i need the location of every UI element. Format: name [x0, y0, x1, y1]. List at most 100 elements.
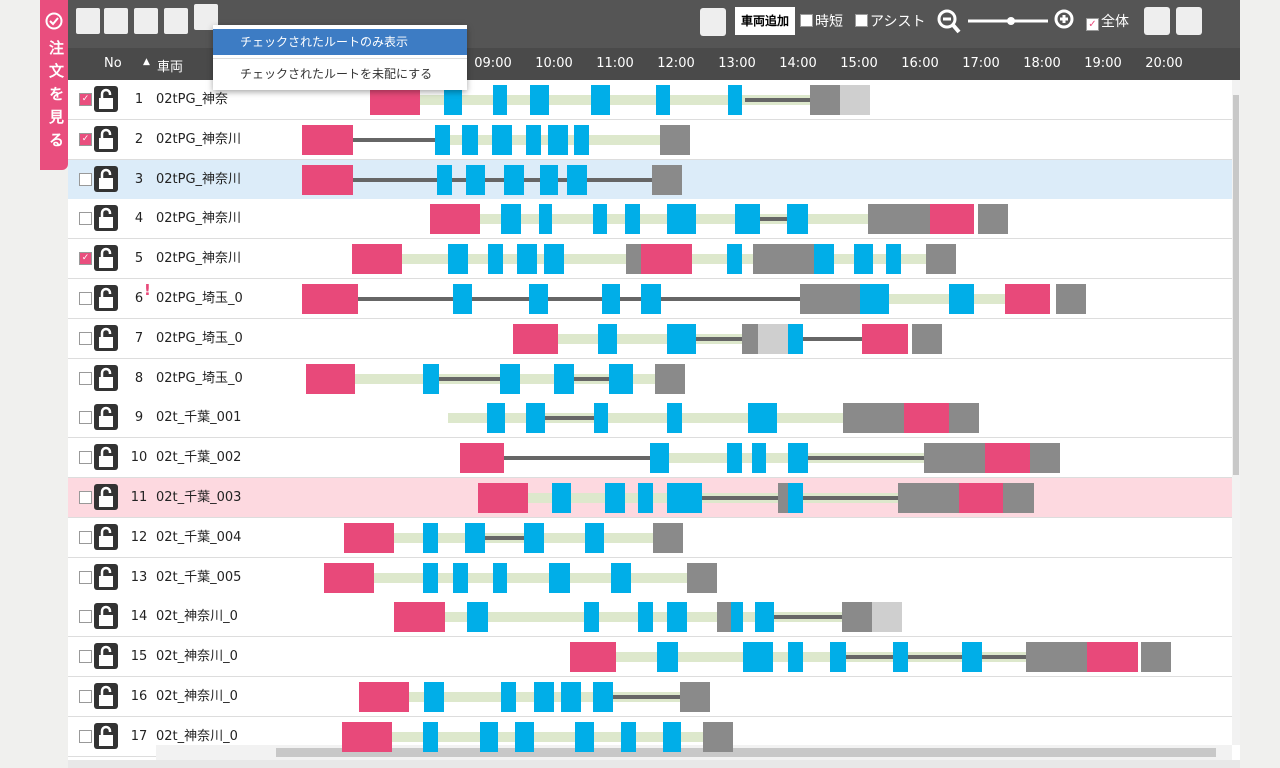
- delivery-block[interactable]: [788, 483, 803, 513]
- lock-icon[interactable]: [94, 563, 118, 594]
- delivery-block[interactable]: [501, 204, 521, 235]
- stop-block[interactable]: [1030, 443, 1060, 474]
- row-checkbox[interactable]: ✓: [79, 93, 92, 106]
- delivery-block[interactable]: [437, 164, 452, 195]
- delivery-block[interactable]: [423, 721, 438, 752]
- lock-icon[interactable]: [94, 165, 118, 196]
- lock-icon[interactable]: [94, 603, 118, 633]
- delivery-block[interactable]: [949, 284, 974, 314]
- row-checkbox[interactable]: [79, 331, 92, 345]
- route-start[interactable]: [352, 244, 402, 275]
- stop-block[interactable]: [753, 244, 814, 275]
- delivery-block[interactable]: [657, 642, 678, 673]
- stop-block[interactable]: [843, 403, 904, 434]
- delivery-block[interactable]: [598, 323, 617, 354]
- stop-block[interactable]: [653, 522, 683, 553]
- route-start[interactable]: [959, 483, 1003, 513]
- lock-icon[interactable]: [94, 444, 118, 474]
- route-start[interactable]: [430, 204, 480, 235]
- settings-button[interactable]: [1144, 7, 1170, 35]
- delivery-block[interactable]: [515, 721, 534, 752]
- route-start[interactable]: [394, 602, 445, 633]
- delivery-block[interactable]: [500, 363, 520, 394]
- v-scrollbar[interactable]: [1232, 80, 1240, 745]
- row-checkbox[interactable]: [79, 451, 92, 465]
- sort-indicator[interactable]: ▲: [143, 57, 150, 67]
- stop-block[interactable]: [1026, 642, 1087, 673]
- view-button[interactable]: [164, 8, 188, 34]
- delivery-block[interactable]: [544, 244, 564, 275]
- stop-block[interactable]: [687, 562, 717, 593]
- route-start[interactable]: [302, 284, 358, 314]
- delivery-block[interactable]: [488, 244, 503, 275]
- delivery-block[interactable]: [593, 204, 607, 235]
- checkbox[interactable]: ✓: [1086, 18, 1099, 31]
- delivery-block[interactable]: [788, 443, 808, 474]
- option[interactable]: アシスト: [855, 12, 925, 32]
- row-checkbox[interactable]: [79, 292, 92, 305]
- view-button[interactable]: [104, 8, 128, 34]
- delivery-block[interactable]: [435, 124, 450, 155]
- h-scrollbar[interactable]: [156, 745, 1232, 760]
- row-checkbox[interactable]: [79, 411, 92, 425]
- delivery-block[interactable]: [787, 204, 808, 235]
- row-checkbox[interactable]: [79, 212, 92, 226]
- delivery-block[interactable]: [605, 483, 625, 513]
- route-start[interactable]: [324, 562, 374, 593]
- lock-icon[interactable]: [94, 125, 118, 156]
- stop-block[interactable]: [898, 483, 959, 513]
- delivery-block[interactable]: [554, 363, 574, 394]
- delivery-block[interactable]: [727, 244, 742, 275]
- delivery-block[interactable]: [465, 522, 485, 553]
- delivery-block[interactable]: [480, 721, 498, 752]
- delivery-block[interactable]: [752, 443, 766, 474]
- stop-block[interactable]: [1003, 483, 1034, 513]
- delivery-block[interactable]: [743, 642, 773, 673]
- delivery-block[interactable]: [755, 602, 774, 633]
- delivery-block[interactable]: [526, 124, 541, 155]
- delivery-block[interactable]: [650, 443, 669, 474]
- route-start[interactable]: [306, 363, 355, 394]
- delivery-block[interactable]: [501, 682, 516, 712]
- lock-icon[interactable]: [94, 364, 118, 395]
- lock-icon[interactable]: [94, 285, 118, 315]
- delivery-block[interactable]: [467, 602, 488, 633]
- lock-icon[interactable]: [94, 643, 118, 673]
- delivery-block[interactable]: [567, 164, 587, 195]
- delivery-block[interactable]: [585, 522, 604, 553]
- stop-block[interactable]: [626, 244, 641, 275]
- stop-block[interactable]: [912, 323, 942, 354]
- route-start[interactable]: [478, 483, 528, 513]
- delivery-block[interactable]: [444, 85, 462, 115]
- lock-button[interactable]: [700, 8, 726, 36]
- delivery-block[interactable]: [667, 403, 682, 434]
- delivery-block[interactable]: [830, 642, 846, 673]
- lock-icon[interactable]: [94, 86, 118, 116]
- delivery-block[interactable]: [593, 682, 613, 712]
- delivery-block[interactable]: [656, 85, 670, 115]
- stop-block[interactable]: [742, 323, 758, 354]
- route-start[interactable]: [302, 124, 353, 155]
- delivery-block[interactable]: [423, 522, 438, 553]
- row-checkbox[interactable]: [79, 610, 92, 624]
- route-start[interactable]: [904, 403, 949, 434]
- route-start[interactable]: [985, 443, 1030, 474]
- menu-item[interactable]: チェックされたルートのみ表示: [213, 29, 467, 55]
- lock-icon[interactable]: [94, 484, 118, 514]
- delivery-block[interactable]: [548, 124, 568, 155]
- stop-block[interactable]: [778, 483, 788, 513]
- delivery-block[interactable]: [448, 244, 468, 275]
- delivery-block[interactable]: [526, 403, 545, 434]
- stop-block[interactable]: [1056, 284, 1086, 314]
- delivery-block[interactable]: [584, 602, 599, 633]
- stop-block[interactable]: [868, 204, 930, 235]
- lock-icon[interactable]: [94, 683, 118, 713]
- delivery-block[interactable]: [552, 483, 571, 513]
- delivery-block[interactable]: [466, 164, 485, 195]
- delivery-block[interactable]: [609, 363, 633, 394]
- view-button[interactable]: [134, 8, 158, 34]
- route-start[interactable]: [342, 721, 392, 752]
- delivery-block[interactable]: [728, 85, 742, 115]
- stop-block[interactable]: [842, 602, 872, 633]
- lock-icon[interactable]: [94, 245, 118, 275]
